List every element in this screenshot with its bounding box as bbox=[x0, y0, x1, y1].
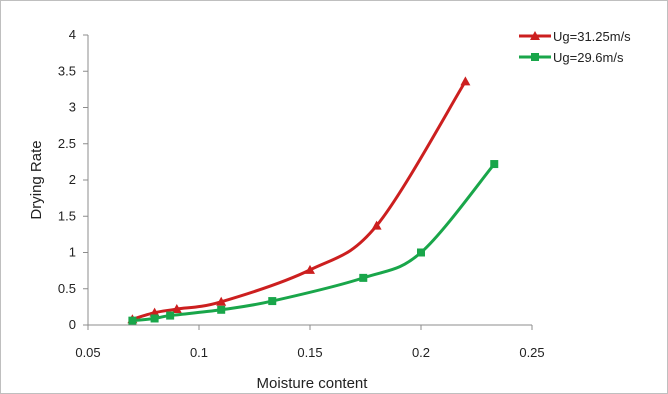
data-point bbox=[490, 160, 499, 169]
legend-marker bbox=[531, 53, 539, 61]
data-point bbox=[171, 304, 182, 314]
y-tick-label: 4 bbox=[69, 27, 76, 42]
series-layer bbox=[127, 76, 499, 325]
data-point bbox=[216, 296, 227, 306]
data-point bbox=[359, 273, 368, 282]
x-tick-label: 0.25 bbox=[519, 345, 544, 360]
axes bbox=[83, 34, 533, 330]
y-axis-label: Drying Rate bbox=[28, 140, 45, 219]
data-point bbox=[371, 220, 382, 230]
data-point bbox=[150, 314, 159, 323]
series-line bbox=[132, 163, 496, 323]
y-tick-label: 2 bbox=[69, 172, 76, 187]
y-tick-label: 3.5 bbox=[58, 63, 76, 78]
legend-label: Ug=29.6m/s bbox=[553, 50, 624, 65]
data-point bbox=[149, 307, 160, 317]
series-1 bbox=[127, 76, 471, 324]
data-point bbox=[460, 76, 471, 86]
tick-labels: 0 0.5 1 1.5 2 2.5 3 3.5 4 0.05 0.1 0.15 0.2 0.25 bbox=[58, 27, 545, 360]
data-point bbox=[166, 311, 175, 320]
data-point bbox=[128, 316, 137, 325]
y-tick-label: 1.5 bbox=[58, 208, 76, 223]
x-tick-label: 0.2 bbox=[412, 345, 430, 360]
data-point bbox=[305, 264, 315, 274]
data-point bbox=[217, 305, 226, 314]
legend-label: Ug=31.25m/s bbox=[553, 29, 631, 44]
y-tick-label: 2.5 bbox=[58, 136, 76, 151]
legend: Ug=31.25m/s Ug=29.6m/s bbox=[519, 29, 631, 65]
y-tick-label: 3 bbox=[69, 100, 76, 115]
legend-marker bbox=[530, 31, 540, 40]
series-line bbox=[131, 80, 467, 321]
x-tick-label: 0.1 bbox=[190, 345, 208, 360]
y-tick-label: 0 bbox=[69, 317, 76, 332]
y-tick-label: 1 bbox=[69, 245, 76, 260]
data-point bbox=[417, 248, 425, 257]
x-tick-label: 0.15 bbox=[297, 345, 322, 360]
y-tick-label: 0.5 bbox=[58, 281, 76, 296]
series-2 bbox=[128, 160, 499, 325]
data-point bbox=[268, 297, 277, 306]
x-axis-label: Moisture content bbox=[257, 375, 369, 392]
x-tick-label: 0.05 bbox=[75, 345, 100, 360]
